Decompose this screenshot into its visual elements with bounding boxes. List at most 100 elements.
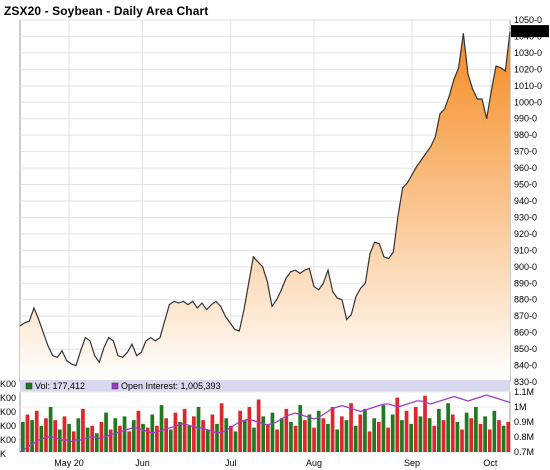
volume-bar	[312, 427, 316, 453]
volume-bar	[196, 407, 201, 452]
volume-bar	[335, 429, 340, 452]
volume-bar	[372, 418, 377, 452]
volume-bar	[293, 425, 298, 452]
volume-bar	[298, 405, 303, 453]
volume-bar	[316, 410, 321, 452]
price-tick-label: 880-0	[514, 295, 537, 305]
volume-bar	[145, 427, 150, 453]
volume-bar	[85, 427, 90, 453]
price-tick-label: 920-0	[514, 229, 537, 239]
volume-bar	[25, 414, 30, 452]
price-tick-label: 830-0	[514, 377, 537, 387]
volume-bar	[460, 429, 464, 452]
volume-bar	[339, 416, 344, 453]
volume-left-tick: K00	[0, 393, 16, 403]
volume-bar	[210, 414, 215, 452]
volume-bar	[182, 408, 187, 453]
volume-bar	[164, 418, 168, 452]
volume-bar	[386, 427, 390, 453]
x-tick-label: May 20	[54, 458, 84, 468]
volume-bar	[178, 422, 182, 452]
legend-swatch	[111, 382, 119, 390]
volume-bar	[155, 425, 159, 452]
volume-bar	[275, 429, 279, 452]
price-tick-label: 1050-0	[514, 15, 542, 25]
volume-bar	[136, 410, 141, 452]
volume-bar	[159, 405, 164, 453]
volume-bar	[127, 431, 132, 453]
volume-bar	[118, 425, 122, 452]
volume-bar	[344, 420, 349, 453]
volume-bar	[122, 416, 127, 453]
volume-bar	[400, 420, 404, 453]
volume-bar	[353, 425, 358, 452]
price-tick-label: 930-0	[514, 212, 537, 222]
price-tick-label: 940-0	[514, 196, 537, 206]
volume-bar	[67, 423, 71, 453]
volume-bar	[53, 420, 58, 453]
price-tick-label: 1020-0	[514, 64, 542, 74]
price-tick-label: 840-0	[514, 361, 537, 371]
price-tick-label: 850-0	[514, 344, 537, 354]
volume-right-tick: 0.9M	[514, 417, 534, 427]
volume-bar	[90, 425, 95, 452]
volume-bar	[30, 420, 34, 453]
volume-bar	[483, 416, 487, 453]
volume-bar	[376, 422, 381, 452]
volume-bar	[423, 395, 427, 452]
price-tick-label: 860-0	[514, 328, 537, 338]
volume-bar	[99, 422, 104, 452]
volume-bar	[205, 429, 210, 452]
volume-bar	[21, 422, 25, 452]
volume-bar	[266, 423, 270, 453]
price-tick-label: 890-0	[514, 278, 537, 288]
volume-bar	[450, 414, 455, 452]
volume-bar	[321, 418, 326, 452]
volume-bar	[252, 427, 256, 453]
volume-bar	[201, 420, 205, 453]
price-area	[20, 31, 510, 383]
legend-label: Open Interest: 1,005,393	[121, 381, 221, 391]
price-tick-label: 1030-0	[514, 48, 542, 58]
volume-right-tick: 0.7M	[514, 447, 534, 457]
volume-left-tick: K00	[0, 435, 16, 445]
price-line	[19, 31, 511, 367]
volume-bar	[81, 408, 85, 453]
volume-bar	[270, 412, 275, 453]
price-tick-label: 990-0	[514, 114, 537, 124]
volume-bar	[358, 414, 363, 452]
volume-bar	[284, 408, 289, 453]
volume-bar	[349, 403, 353, 452]
volume-bar	[455, 422, 460, 452]
x-tick-label: Sep	[404, 458, 420, 468]
volume-bar	[48, 407, 53, 452]
volume-bar	[487, 429, 492, 452]
volume-right-tick: 1M	[514, 402, 527, 412]
volume-bar	[76, 418, 81, 452]
x-tick-label: Jun	[135, 458, 150, 468]
volume-bar	[94, 433, 99, 452]
volume-bar	[289, 422, 293, 452]
volume-bar	[247, 407, 252, 452]
volume-legend-bar	[20, 380, 510, 392]
volume-bar	[418, 416, 423, 453]
volume-bar	[44, 418, 48, 452]
price-tick-label: 900-0	[514, 262, 537, 272]
volume-right-tick: 0.8M	[514, 432, 534, 442]
volume-bar	[141, 423, 145, 453]
x-tick-label: Oct	[483, 458, 498, 468]
price-tick-label: 950-0	[514, 180, 537, 190]
volume-bar	[224, 418, 229, 452]
volume-bar	[302, 420, 307, 453]
volume-left-tick: K00	[0, 421, 16, 431]
volume-left-tick: K	[0, 449, 6, 459]
volume-left-tick: K00	[0, 379, 16, 389]
price-tick-label: 970-0	[514, 147, 537, 157]
volume-bar	[363, 408, 367, 453]
volume-bar	[215, 423, 219, 453]
price-tick-label: 980-0	[514, 130, 537, 140]
last-value-label: 1043-2	[513, 26, 541, 36]
volume-bar	[173, 412, 178, 453]
volume-left-tick: K00	[0, 407, 16, 417]
